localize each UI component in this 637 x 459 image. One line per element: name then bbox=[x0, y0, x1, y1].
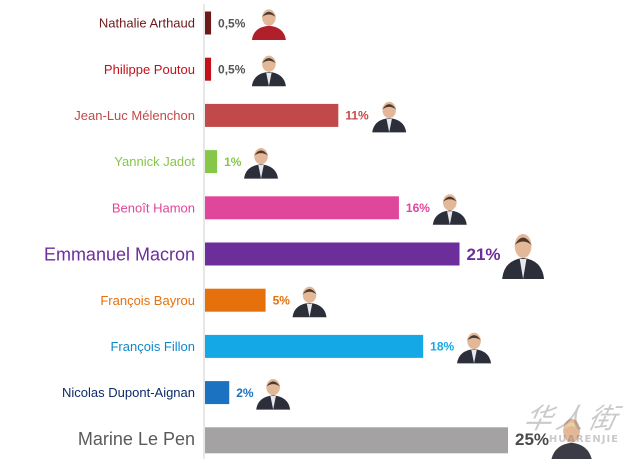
candidate-name-label: Emmanuel Macron bbox=[44, 244, 195, 264]
candidate-portrait bbox=[502, 234, 545, 279]
candidate-portrait bbox=[251, 9, 286, 40]
bar-row: Philippe Poutou 0,5% bbox=[104, 55, 286, 87]
bar-row: Marine Le Pen 25% bbox=[78, 418, 592, 459]
value-label: 5% bbox=[273, 294, 291, 308]
bar bbox=[205, 427, 508, 454]
bar-row: François Fillon 18% bbox=[110, 332, 492, 364]
value-label: 0,5% bbox=[218, 16, 246, 30]
bar bbox=[205, 334, 424, 358]
bar-row: Yannick Jadot 1% bbox=[114, 148, 279, 179]
candidate-portrait bbox=[372, 101, 407, 133]
candidate-name-label: François Fillon bbox=[110, 339, 195, 354]
bar-row: Benoît Hamon 16% bbox=[112, 194, 467, 225]
value-label: 16% bbox=[406, 201, 430, 215]
candidate-portrait bbox=[551, 418, 592, 459]
value-label: 0,5% bbox=[218, 63, 246, 77]
bar bbox=[205, 103, 339, 127]
bar bbox=[205, 196, 399, 220]
bar bbox=[205, 242, 460, 266]
candidate-name-label: Jean-Luc Mélenchon bbox=[74, 108, 195, 123]
bar-row: Emmanuel Macron 21% bbox=[44, 234, 545, 279]
candidate-name-label: Benoît Hamon bbox=[112, 200, 195, 215]
bar-row: Nicolas Dupont-Aignan 2% bbox=[62, 379, 291, 410]
bar-row: Jean-Luc Mélenchon 11% bbox=[74, 101, 407, 133]
candidate-portrait bbox=[292, 286, 327, 318]
candidate-name-label: Philippe Poutou bbox=[104, 62, 195, 77]
candidate-name-label: François Bayrou bbox=[100, 293, 195, 308]
value-label: 21% bbox=[467, 245, 501, 264]
bar-row: François Bayrou 5% bbox=[100, 286, 327, 318]
value-label: 1% bbox=[224, 155, 242, 169]
candidate-portrait bbox=[251, 55, 286, 87]
candidate-name-label: Yannick Jadot bbox=[114, 154, 195, 169]
value-label: 2% bbox=[236, 386, 254, 400]
candidate-portrait bbox=[432, 194, 467, 225]
bar bbox=[205, 150, 218, 174]
candidate-portrait bbox=[244, 148, 279, 179]
value-label: 18% bbox=[430, 340, 454, 354]
watermark-chinese-text: 华人街 bbox=[521, 402, 625, 435]
candidate-name-label: Nicolas Dupont-Aignan bbox=[62, 385, 195, 400]
watermark-latin-text: HUARENJIE bbox=[548, 434, 619, 445]
bar bbox=[205, 288, 266, 312]
candidate-portrait bbox=[457, 332, 492, 364]
value-label: 25% bbox=[515, 430, 549, 449]
candidate-portrait bbox=[256, 379, 291, 410]
watermark: 华人街 HUARENJIE bbox=[521, 397, 625, 445]
bar bbox=[205, 11, 212, 35]
bar bbox=[205, 57, 212, 81]
bar bbox=[205, 381, 230, 405]
bar-row: Nathalie Arthaud 0,5% bbox=[99, 9, 286, 40]
candidate-name-label: Marine Le Pen bbox=[78, 429, 195, 449]
value-label: 11% bbox=[345, 109, 369, 123]
candidate-name-label: Nathalie Arthaud bbox=[99, 16, 195, 31]
